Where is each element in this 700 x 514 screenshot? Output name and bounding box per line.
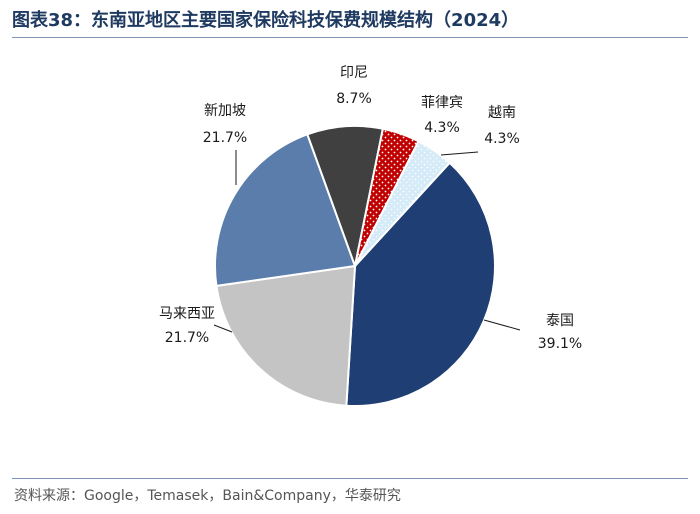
source-note: 资料来源：Google，Temasek，Bain&Company，华泰研究 [14, 488, 401, 504]
footer-divider [12, 478, 688, 479]
title-divider [12, 37, 688, 38]
slice-value-label-2: 21.7% [165, 330, 209, 346]
slice-name-label-6: 越南 [488, 105, 516, 121]
pie-slices [213, 125, 496, 407]
slice-value-label-1: 39.1% [538, 336, 582, 352]
slice-value-label-4: 8.7% [336, 91, 372, 107]
pie-chart: 泰国 39.1% 马来西亚 21.7% 新加坡 21.7% 印尼 8.7% 菲律宾 4.3% 越南 4… [159, 65, 582, 407]
pie-slice-1 [345, 161, 496, 407]
data-labels: 泰国 39.1% 马来西亚 21.7% 新加坡 21.7% 印尼 8.7% 菲律宾 4.3% 越南 4… [159, 65, 582, 352]
slice-name-label-1: 泰国 [546, 313, 574, 329]
leader-lines [213, 150, 521, 333]
slice-value-label-5: 4.3% [424, 120, 460, 136]
leader-line-2 [213, 324, 233, 333]
slice-value-label-6: 4.3% [484, 131, 520, 147]
slice-name-label-4: 印尼 [340, 65, 368, 81]
pie-slice-2 [215, 264, 357, 407]
slice-name-label-2: 马来西亚 [159, 306, 215, 322]
leader-line-1 [483, 319, 521, 331]
slice-value-label-3: 21.7% [203, 130, 247, 146]
pie-slice-6 [354, 139, 451, 267]
chart-title: 图表38：东南亚地区主要国家保险科技保费规模结构（2024） [12, 10, 520, 31]
slice-name-label-5: 菲律宾 [421, 95, 463, 111]
slice-name-label-3: 新加坡 [204, 103, 246, 119]
leader-line-6 [440, 151, 479, 156]
